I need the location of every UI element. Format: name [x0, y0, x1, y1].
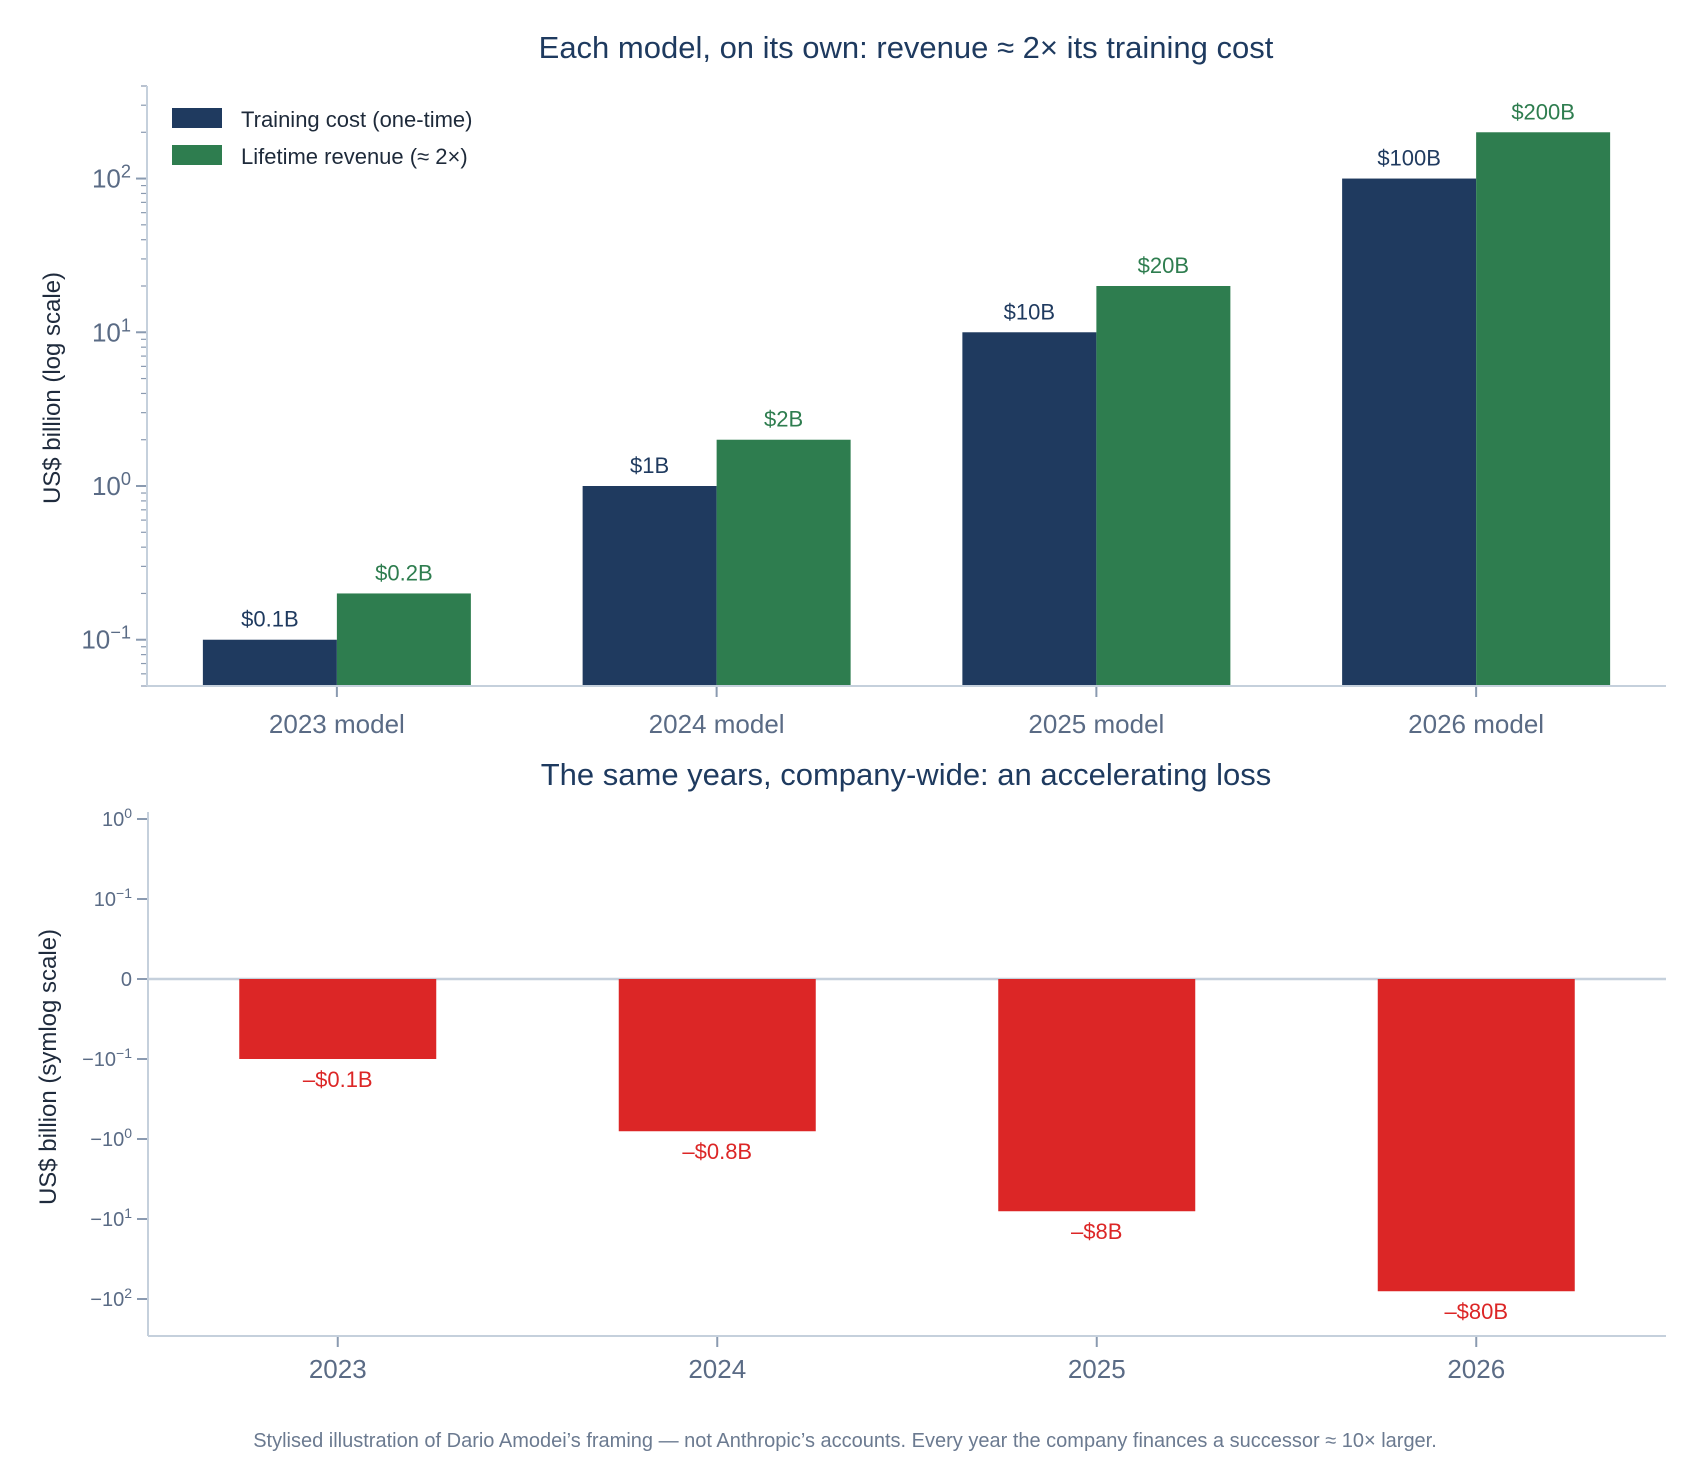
training-cost-bar — [1342, 178, 1477, 687]
bar-value-label: $0.1B — [241, 607, 299, 632]
x-tick-label: 2024 model — [649, 709, 785, 739]
lifetime-revenue-bar — [1096, 286, 1231, 686]
bottom-chart-title: The same years, company-wide: an acceler… — [541, 757, 1272, 792]
bar-value-label: –$80B — [1444, 1299, 1508, 1324]
x-tick-label: 2024 — [688, 1354, 746, 1384]
bar-value-label: $10B — [1004, 299, 1055, 324]
lifetime-revenue-bar — [716, 439, 851, 686]
y-tick-label: −10−1 — [82, 1045, 132, 1071]
y-tick-label: −102 — [90, 1285, 132, 1311]
top-y-axis-ticks: 10−1 100 101 102 — [81, 162, 147, 655]
lifetime-revenue-bar — [1476, 132, 1611, 687]
y-tick-label: −101 — [90, 1205, 132, 1231]
lifetime-revenue-bar — [336, 593, 471, 686]
x-tick-label: 2023 — [309, 1354, 367, 1384]
top-legend: Training cost (one-time) Lifetime revenu… — [172, 107, 472, 169]
x-tick-label: 2023 model — [269, 709, 405, 739]
legend-label-training-cost: Training cost (one-time) — [241, 107, 472, 132]
y-tick-label: −100 — [90, 1125, 132, 1151]
bar-value-label: –$8B — [1071, 1219, 1122, 1244]
y-tick-label: 10−1 — [81, 623, 131, 655]
x-tick-label: 2025 — [1068, 1354, 1126, 1384]
bar-value-label: –$0.1B — [303, 1067, 373, 1092]
loss-bar — [1377, 979, 1575, 1292]
bottom-chart-panel: The same years, company-wide: an acceler… — [35, 757, 1666, 1384]
legend-swatch-training-cost — [172, 108, 222, 128]
bar-value-label: $100B — [1377, 146, 1441, 171]
bottom-y-axis-label: US$ billion (symlog scale) — [35, 929, 62, 1205]
bar-value-label: $2B — [764, 407, 803, 432]
x-tick-label: 2025 model — [1028, 709, 1164, 739]
loss-bar — [618, 979, 816, 1132]
top-bars: $0.1B $0.2B $1B $2B $10B $20B $100B $200B — [202, 99, 1611, 687]
x-tick-label: 2026 — [1447, 1354, 1505, 1384]
top-x-axis-ticks: 2023 model 2024 model 2025 model 2026 model — [269, 686, 1544, 739]
bar-value-label: $200B — [1511, 99, 1575, 124]
loss-bar — [239, 979, 437, 1059]
loss-bar — [998, 979, 1196, 1212]
bar-value-label: $1B — [630, 453, 669, 478]
training-cost-bar — [582, 486, 717, 686]
bar-value-label: –$0.8B — [682, 1139, 752, 1164]
y-tick-label: 102 — [92, 162, 131, 194]
top-y-axis-label: US$ billion (log scale) — [39, 272, 66, 504]
figure-caption: Stylised illustration of Dario Amodei’s … — [253, 1430, 1437, 1452]
legend-swatch-lifetime-revenue — [172, 145, 222, 165]
y-tick-label: 100 — [92, 469, 131, 501]
bottom-bars: –$0.1B –$0.8B –$8B –$80B — [239, 979, 1575, 1324]
bar-value-label: $0.2B — [375, 560, 433, 585]
bar-value-label: $20B — [1138, 253, 1189, 278]
y-tick-label: 100 — [102, 805, 132, 831]
y-tick-label: 10−1 — [94, 885, 132, 911]
training-cost-bar — [202, 639, 337, 686]
bottom-y-axis-ticks: 100 10−1 0 −10−1 −100 −101 −102 — [82, 805, 148, 1311]
y-tick-label: 101 — [92, 315, 131, 347]
bottom-x-axis-ticks: 2023 2024 2025 2026 — [309, 1336, 1505, 1384]
top-chart-panel: Each model, on its own: revenue ≈ 2× its… — [39, 30, 1666, 739]
x-tick-label: 2026 model — [1408, 709, 1544, 739]
training-cost-bar — [962, 332, 1097, 686]
y-tick-label: 0 — [121, 969, 132, 991]
legend-label-lifetime-revenue: Lifetime revenue (≈ 2×) — [241, 144, 468, 169]
top-chart-title: Each model, on its own: revenue ≈ 2× its… — [539, 30, 1274, 65]
